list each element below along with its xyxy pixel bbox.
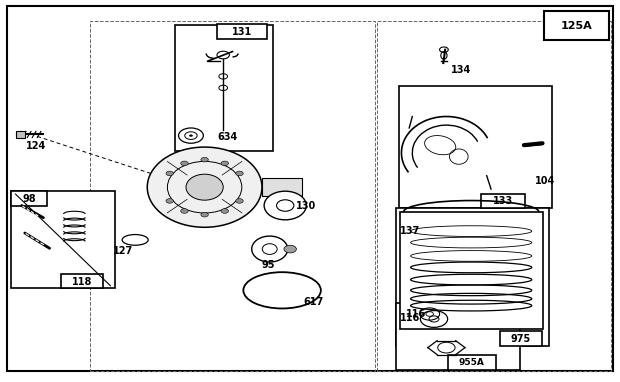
Bar <box>399 86 552 208</box>
Text: 95: 95 <box>261 261 275 270</box>
Bar <box>396 208 549 346</box>
Text: 124: 124 <box>26 141 46 151</box>
Text: 116: 116 <box>400 313 420 323</box>
Circle shape <box>181 209 188 213</box>
Ellipse shape <box>243 272 321 309</box>
Circle shape <box>166 171 174 176</box>
Text: 617: 617 <box>304 297 324 307</box>
Text: 137: 137 <box>400 226 420 236</box>
Text: 131: 131 <box>232 27 252 37</box>
Bar <box>61 274 103 288</box>
Bar <box>480 194 525 208</box>
Circle shape <box>236 171 243 176</box>
Text: 134: 134 <box>451 65 472 74</box>
Bar <box>90 21 375 371</box>
Bar <box>400 212 542 329</box>
Ellipse shape <box>252 236 288 262</box>
Text: 975: 975 <box>511 334 531 344</box>
Text: 116: 116 <box>406 309 427 319</box>
Text: 118: 118 <box>72 277 92 286</box>
Circle shape <box>221 209 229 213</box>
Bar <box>500 331 542 346</box>
Text: 104: 104 <box>534 176 555 186</box>
FancyArrow shape <box>262 178 302 196</box>
Circle shape <box>189 134 193 137</box>
Text: 133: 133 <box>493 196 513 206</box>
Bar <box>175 25 273 151</box>
Circle shape <box>166 199 174 203</box>
Circle shape <box>201 157 208 162</box>
Text: 130: 130 <box>296 201 317 210</box>
Text: 634: 634 <box>217 132 237 142</box>
Text: 98: 98 <box>22 194 36 204</box>
Text: 127: 127 <box>113 246 133 256</box>
Bar <box>544 11 609 40</box>
Text: 125A: 125A <box>560 21 593 31</box>
Ellipse shape <box>122 235 148 245</box>
Bar <box>448 355 496 370</box>
Circle shape <box>236 199 243 203</box>
Ellipse shape <box>264 191 306 220</box>
Text: eReplacementParts.com: eReplacementParts.com <box>172 184 299 194</box>
Bar <box>217 24 267 39</box>
Bar <box>396 303 520 370</box>
Bar <box>16 131 25 138</box>
Circle shape <box>181 161 188 166</box>
Ellipse shape <box>148 147 262 227</box>
Ellipse shape <box>186 174 223 200</box>
Bar <box>11 191 115 288</box>
Bar <box>377 21 611 371</box>
Bar <box>11 191 47 206</box>
Circle shape <box>284 245 296 253</box>
Text: 955A: 955A <box>459 358 485 367</box>
Circle shape <box>221 161 229 166</box>
Circle shape <box>201 212 208 217</box>
